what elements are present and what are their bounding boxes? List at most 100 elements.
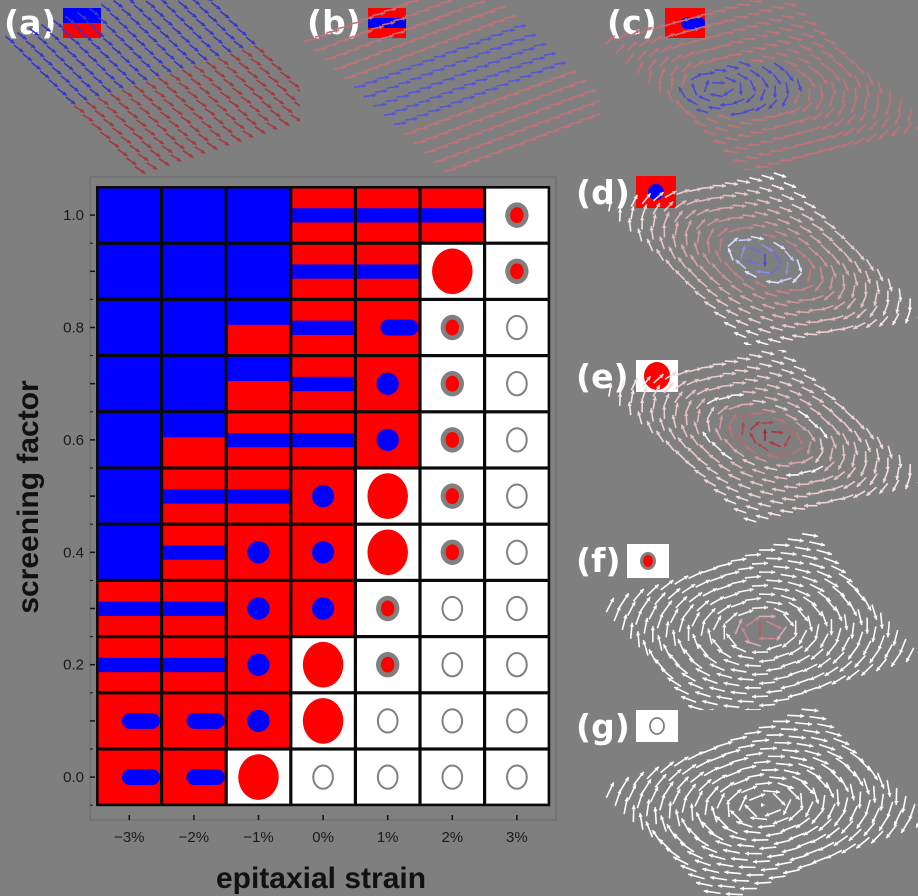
spin-arrow <box>730 557 747 563</box>
spin-arrow <box>807 429 816 442</box>
spin-arrow <box>708 853 726 861</box>
spin-arrow <box>724 870 742 875</box>
spin-arrow <box>437 13 451 18</box>
spin-arrow <box>842 251 853 263</box>
spin-arrow <box>904 310 911 324</box>
spin-arrow <box>739 471 753 478</box>
spin-arrow <box>830 424 841 436</box>
spin-arrow <box>674 380 687 390</box>
spin-arrow <box>394 3 409 8</box>
spin-arrow <box>856 476 867 488</box>
spin-arrow <box>662 33 675 40</box>
spin-arrow <box>241 49 253 58</box>
x-tick-label: 2% <box>441 829 463 846</box>
spin-arrow <box>795 654 811 664</box>
spin-arrow <box>749 130 764 135</box>
spin-arrow <box>420 71 434 77</box>
spin-arrow <box>878 129 889 140</box>
cell-background <box>421 638 483 692</box>
spin-arrow <box>727 473 741 481</box>
spin-arrow <box>70 37 81 46</box>
spin-arrow <box>90 41 102 51</box>
spin-arrow <box>162 17 174 27</box>
spin-arrow <box>112 0 124 9</box>
spin-arrow <box>752 859 770 864</box>
spin-arrow <box>637 49 648 61</box>
spin-arrow <box>186 9 198 19</box>
spin-arrow <box>700 364 714 369</box>
spin-arrow <box>404 12 419 18</box>
spin-arrow <box>895 300 900 314</box>
spin-arrow <box>725 633 738 647</box>
spin-arrow <box>519 73 533 79</box>
cell-background <box>98 244 160 298</box>
phase-cell <box>227 357 290 411</box>
spin-arrow <box>821 121 834 130</box>
spin-arrow <box>876 436 884 450</box>
spin-arrow <box>245 36 256 45</box>
spin-arrow <box>247 70 259 79</box>
bubble-domain <box>367 473 408 519</box>
spin-arrow <box>809 234 822 244</box>
spin-arrow <box>879 793 885 811</box>
spin-arrow <box>121 89 133 98</box>
spin-arrow <box>695 579 711 588</box>
spin-arrow <box>659 793 666 811</box>
spin-arrow <box>863 822 876 837</box>
spin-arrow <box>708 33 722 38</box>
spin-arrow <box>736 356 751 362</box>
spin-arrow <box>439 103 453 109</box>
panel-label-b: (b) <box>307 3 361 42</box>
spin-arrow <box>303 37 317 43</box>
spin-arrow <box>390 43 404 49</box>
spin-arrow <box>462 95 475 100</box>
spin-arrow <box>137 153 149 162</box>
spin-arrow <box>663 201 674 212</box>
spin-arrow <box>686 198 700 206</box>
spin-arrow <box>701 845 718 854</box>
spin-arrow <box>693 241 700 256</box>
spin-arrow <box>798 116 812 124</box>
spin-arrow <box>696 408 702 423</box>
spin-arrow <box>746 872 764 878</box>
spin-arrow <box>377 61 391 67</box>
spin-arrow <box>470 118 484 123</box>
spin-arrow <box>688 367 702 373</box>
spin-arrow <box>127 110 139 119</box>
spin-arrow <box>801 101 813 113</box>
spin-arrow <box>766 600 783 606</box>
phase-cell <box>357 413 419 467</box>
spin-arrow <box>381 20 396 26</box>
spin-arrow <box>414 125 429 131</box>
spin-arrow <box>761 350 775 356</box>
spin-arrow <box>424 135 439 141</box>
spin-arrow <box>769 371 783 378</box>
spin-arrow <box>106 105 118 115</box>
spin-arrow <box>346 47 360 53</box>
spin-arrow <box>698 778 712 792</box>
spin-arrow <box>730 644 747 653</box>
spin-arrow <box>161 64 172 73</box>
cell-background <box>163 244 225 298</box>
spin-arrow <box>715 126 729 133</box>
spin-arrow <box>134 165 146 175</box>
spin-arrow <box>826 750 844 760</box>
cell-background <box>486 469 548 523</box>
spin-arrow <box>747 772 765 779</box>
spin-arrow <box>766 30 781 36</box>
spin-arrow <box>740 401 754 407</box>
bubble-domain <box>247 541 270 564</box>
spin-arrow <box>712 615 722 631</box>
spin-arrow <box>22 53 33 62</box>
spin-arrow <box>806 769 823 780</box>
spin-arrow <box>259 66 271 75</box>
spin-arrow <box>727 247 734 261</box>
spin-arrow <box>773 543 790 548</box>
spin-arrow <box>793 11 807 17</box>
spin-arrow <box>853 490 866 499</box>
spin-arrow <box>842 66 853 79</box>
spin-arrow <box>819 61 832 72</box>
spin-arrow <box>780 660 797 668</box>
spin-arrow <box>855 123 867 134</box>
spin-arrow <box>178 81 190 91</box>
